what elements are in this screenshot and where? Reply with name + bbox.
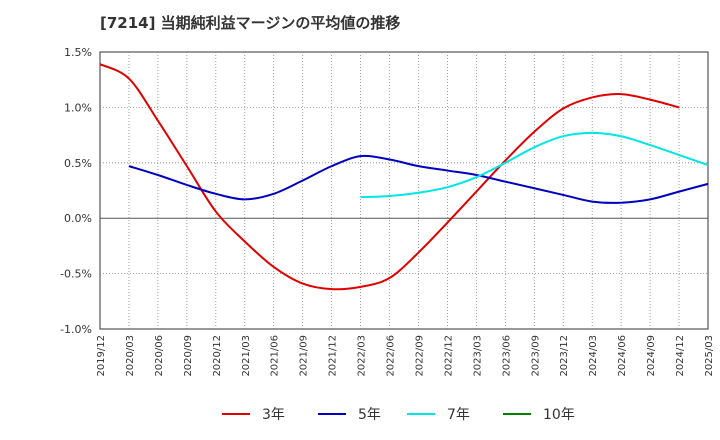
x-tick-label: 2020/12 [212,335,223,377]
legend-label: 10年 [543,407,575,423]
x-tick-label: 2022/09 [414,335,425,377]
x-tick-label: 2020/06 [154,335,165,377]
x-tick-label: 2020/09 [183,335,194,377]
y-tick-label: -0.5% [60,268,92,281]
y-tick-label: -1.0% [60,323,92,336]
legend: 3年 5年 7年 10年 [0,402,720,426]
legend-swatch [222,413,250,415]
x-tick-label: 2024/06 [617,335,628,377]
legend-swatch [503,413,531,415]
y-tick-label: 0.5% [64,157,92,170]
x-tick-label: 2023/03 [472,335,483,377]
series-line-0 [99,63,680,291]
x-tick-label: 2024/03 [588,335,599,377]
legend-swatch [318,413,346,415]
x-tick-label: 2023/09 [530,335,541,377]
legend-item: 5年 [318,402,381,426]
x-tick-label: 2019/12 [96,335,107,377]
x-tick-label: 2021/09 [299,335,310,377]
x-tick-label: 2024/12 [675,335,686,377]
series-line-2 [360,131,709,199]
x-tick-label: 2022/06 [386,335,397,377]
legend-swatch [407,413,435,415]
x-tick-label: 2020/03 [125,335,136,377]
y-tick-label: 1.5% [64,46,92,59]
x-tick-label: 2021/12 [328,335,339,377]
x-tick-label: 2023/12 [559,335,570,377]
legend-label: 7年 [447,407,470,423]
legend-label: 3年 [262,407,285,423]
chart-title: [7214] 当期純利益マージンの平均値の推移 [100,14,401,32]
legend-item: 10年 [503,402,575,426]
y-tick-label: 0.0% [64,212,92,225]
series-line-1 [128,154,709,204]
x-tick-label: 2025/03 [704,335,715,377]
tick-labels: 1.5% 1.0% 0.5% 0.0% -0.5% -1.0% 2019/12 2020/03… [60,46,715,377]
x-tick-label: 2021/06 [270,335,281,377]
x-tick-label: 2022/03 [357,335,368,377]
y-tick-label: 1.0% [64,101,92,114]
legend-label: 5年 [358,407,381,423]
x-tick-label: 2022/12 [443,335,454,377]
legend-item: 7年 [407,402,470,426]
x-tick-label: 2024/09 [646,335,657,377]
x-tick-label: 2023/06 [501,335,512,377]
x-tick-label: 2021/03 [241,335,252,377]
legend-item: 3年 [222,402,285,426]
series-lines [99,63,709,291]
